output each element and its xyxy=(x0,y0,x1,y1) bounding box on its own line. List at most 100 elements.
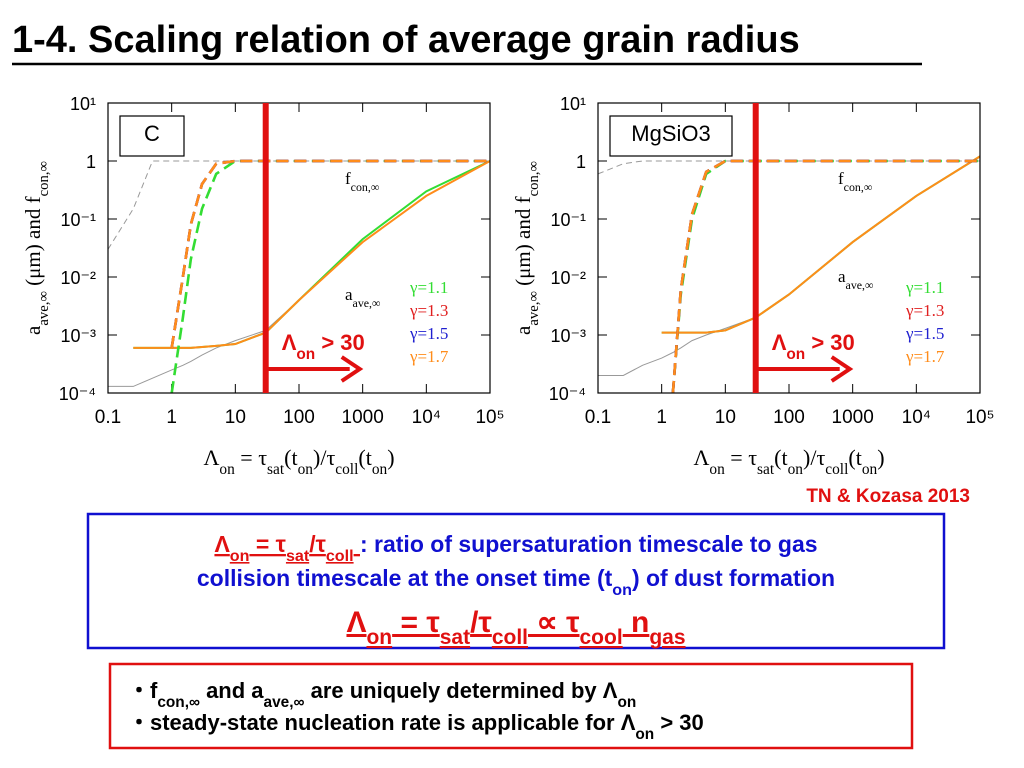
subscript: sat xyxy=(286,547,310,565)
subscript: coll xyxy=(492,626,528,649)
subscript: ave,∞ xyxy=(264,694,305,711)
legend-label: γ=1.7 xyxy=(905,347,945,366)
text-run: = τ xyxy=(725,445,757,470)
y-axis-label: aave,∞ (μm) and fcon,∞ xyxy=(21,161,52,335)
subscript: con,∞ xyxy=(844,180,873,194)
text-run: /τ xyxy=(309,531,326,557)
subscript: on xyxy=(862,461,878,478)
subscript: con,∞ xyxy=(36,161,52,196)
y-tick-label: 1 xyxy=(576,152,586,172)
plot-frame xyxy=(597,102,981,394)
subscript: on xyxy=(298,461,314,478)
chart-label: C xyxy=(144,121,160,146)
subscript: ave,∞ xyxy=(36,291,52,326)
subscript: on xyxy=(296,346,315,363)
y-axis-label: aave,∞ (μm) and fcon,∞ xyxy=(511,161,542,335)
text-run: a xyxy=(21,325,45,335)
text-run: f xyxy=(345,169,351,188)
subscript: coll xyxy=(825,461,848,478)
x-tick-label: 10⁴ xyxy=(902,407,931,428)
series-line xyxy=(170,159,490,394)
text-run: a xyxy=(511,325,535,335)
text-run: f xyxy=(838,169,844,188)
subscript: on xyxy=(612,581,632,599)
y-tick-label: 10⁻¹ xyxy=(550,210,586,230)
note: ・fcon,∞ and aave,∞ are uniquely determin… xyxy=(128,678,636,711)
threshold-label: Λon > 30 xyxy=(772,330,855,363)
subscript: gas xyxy=(649,626,685,649)
chart-label-box xyxy=(119,115,185,157)
text-run: a xyxy=(345,285,353,304)
text-run: /τ xyxy=(470,606,492,639)
threshold-arrowhead xyxy=(340,355,364,383)
text-run: = τ xyxy=(392,606,440,639)
annotation: aave,∞ xyxy=(345,285,381,310)
legend-label: γ=1.3 xyxy=(905,301,944,320)
subscript: ave,∞ xyxy=(526,291,542,326)
chart-label-box xyxy=(609,115,733,157)
text-run: a xyxy=(838,267,846,286)
text-run: ) xyxy=(877,445,884,470)
text-run: (μm) and f xyxy=(21,196,45,291)
note: ・steady-state nucleation rate is applica… xyxy=(128,710,704,743)
x-tick-label: 1000 xyxy=(832,407,874,428)
subscript: on xyxy=(617,694,636,711)
subscript: con,∞ xyxy=(351,180,380,194)
text-run: Λ xyxy=(203,445,219,470)
text-run: are uniquely determined by Λ xyxy=(304,678,617,703)
y-tick-label: 1 xyxy=(86,152,96,172)
text-run: ∝ τ xyxy=(528,606,580,639)
x-tick-label: 100 xyxy=(773,407,805,428)
text-run: Λ xyxy=(214,531,230,557)
threshold-label: Λon > 30 xyxy=(282,330,365,363)
text-run: : ratio of supersaturation timescale to … xyxy=(360,531,818,557)
subscript: on xyxy=(786,346,805,363)
subscript: coll xyxy=(326,547,354,565)
text-run: > 30 xyxy=(315,330,365,355)
text-run: Λ xyxy=(282,330,297,355)
text-run: (t xyxy=(284,445,297,470)
legend-label: γ=1.7 xyxy=(409,347,449,366)
text-run: ・steady-state nucleation rate is applica… xyxy=(128,710,636,735)
x-axis-label: Λon = τsat(ton)/τcoll(ton) xyxy=(203,445,394,478)
annotation: aave,∞ xyxy=(838,267,874,292)
subscript: sat xyxy=(440,626,470,649)
text-run: )/τ xyxy=(803,445,825,470)
subscript: on xyxy=(372,461,388,478)
x-tick-label: 1 xyxy=(656,407,667,428)
series-line xyxy=(107,160,490,250)
subscript: sat xyxy=(267,461,285,478)
subscript: ave,∞ xyxy=(353,296,381,310)
legend-label: γ=1.5 xyxy=(409,324,448,343)
threshold-arrowhead xyxy=(830,355,854,383)
legend-label: γ=1.3 xyxy=(409,301,448,320)
x-tick-label: 10⁵ xyxy=(965,407,994,428)
x-tick-label: 100 xyxy=(283,407,315,428)
annotation: fcon,∞ xyxy=(838,169,872,194)
x-tick-label: 10 xyxy=(715,407,736,428)
y-tick-label: 10⁻² xyxy=(60,268,96,288)
text-run: ) of dust formation xyxy=(632,565,835,591)
subscript: on xyxy=(366,626,392,649)
text-run: = τ xyxy=(249,531,285,557)
x-tick-label: 1 xyxy=(166,407,177,428)
x-tick-label: 10 xyxy=(225,407,246,428)
definition-line: Λon = τsat/τcoll : ratio of supersaturat… xyxy=(214,531,817,565)
text-run: (μm) and f xyxy=(511,196,535,291)
x-tick-label: 0.1 xyxy=(585,407,611,428)
text-run: > 30 xyxy=(805,330,855,355)
text-run: Λ xyxy=(346,606,366,639)
y-tick-label: 10⁻² xyxy=(550,268,586,288)
x-tick-label: 1000 xyxy=(342,407,384,428)
chart-label: MgSiO3 xyxy=(631,121,710,146)
subscript: coll xyxy=(335,461,358,478)
series-line xyxy=(671,159,980,394)
text-run: = τ xyxy=(235,445,267,470)
slide-title: 1-4. Scaling relation of average grain r… xyxy=(12,19,800,61)
subscript: con,∞ xyxy=(526,161,542,196)
text-run: ・f xyxy=(128,678,158,703)
y-tick-label: 10¹ xyxy=(70,94,96,114)
x-axis-label: Λon = τsat(ton)/τcoll(ton) xyxy=(693,445,884,478)
